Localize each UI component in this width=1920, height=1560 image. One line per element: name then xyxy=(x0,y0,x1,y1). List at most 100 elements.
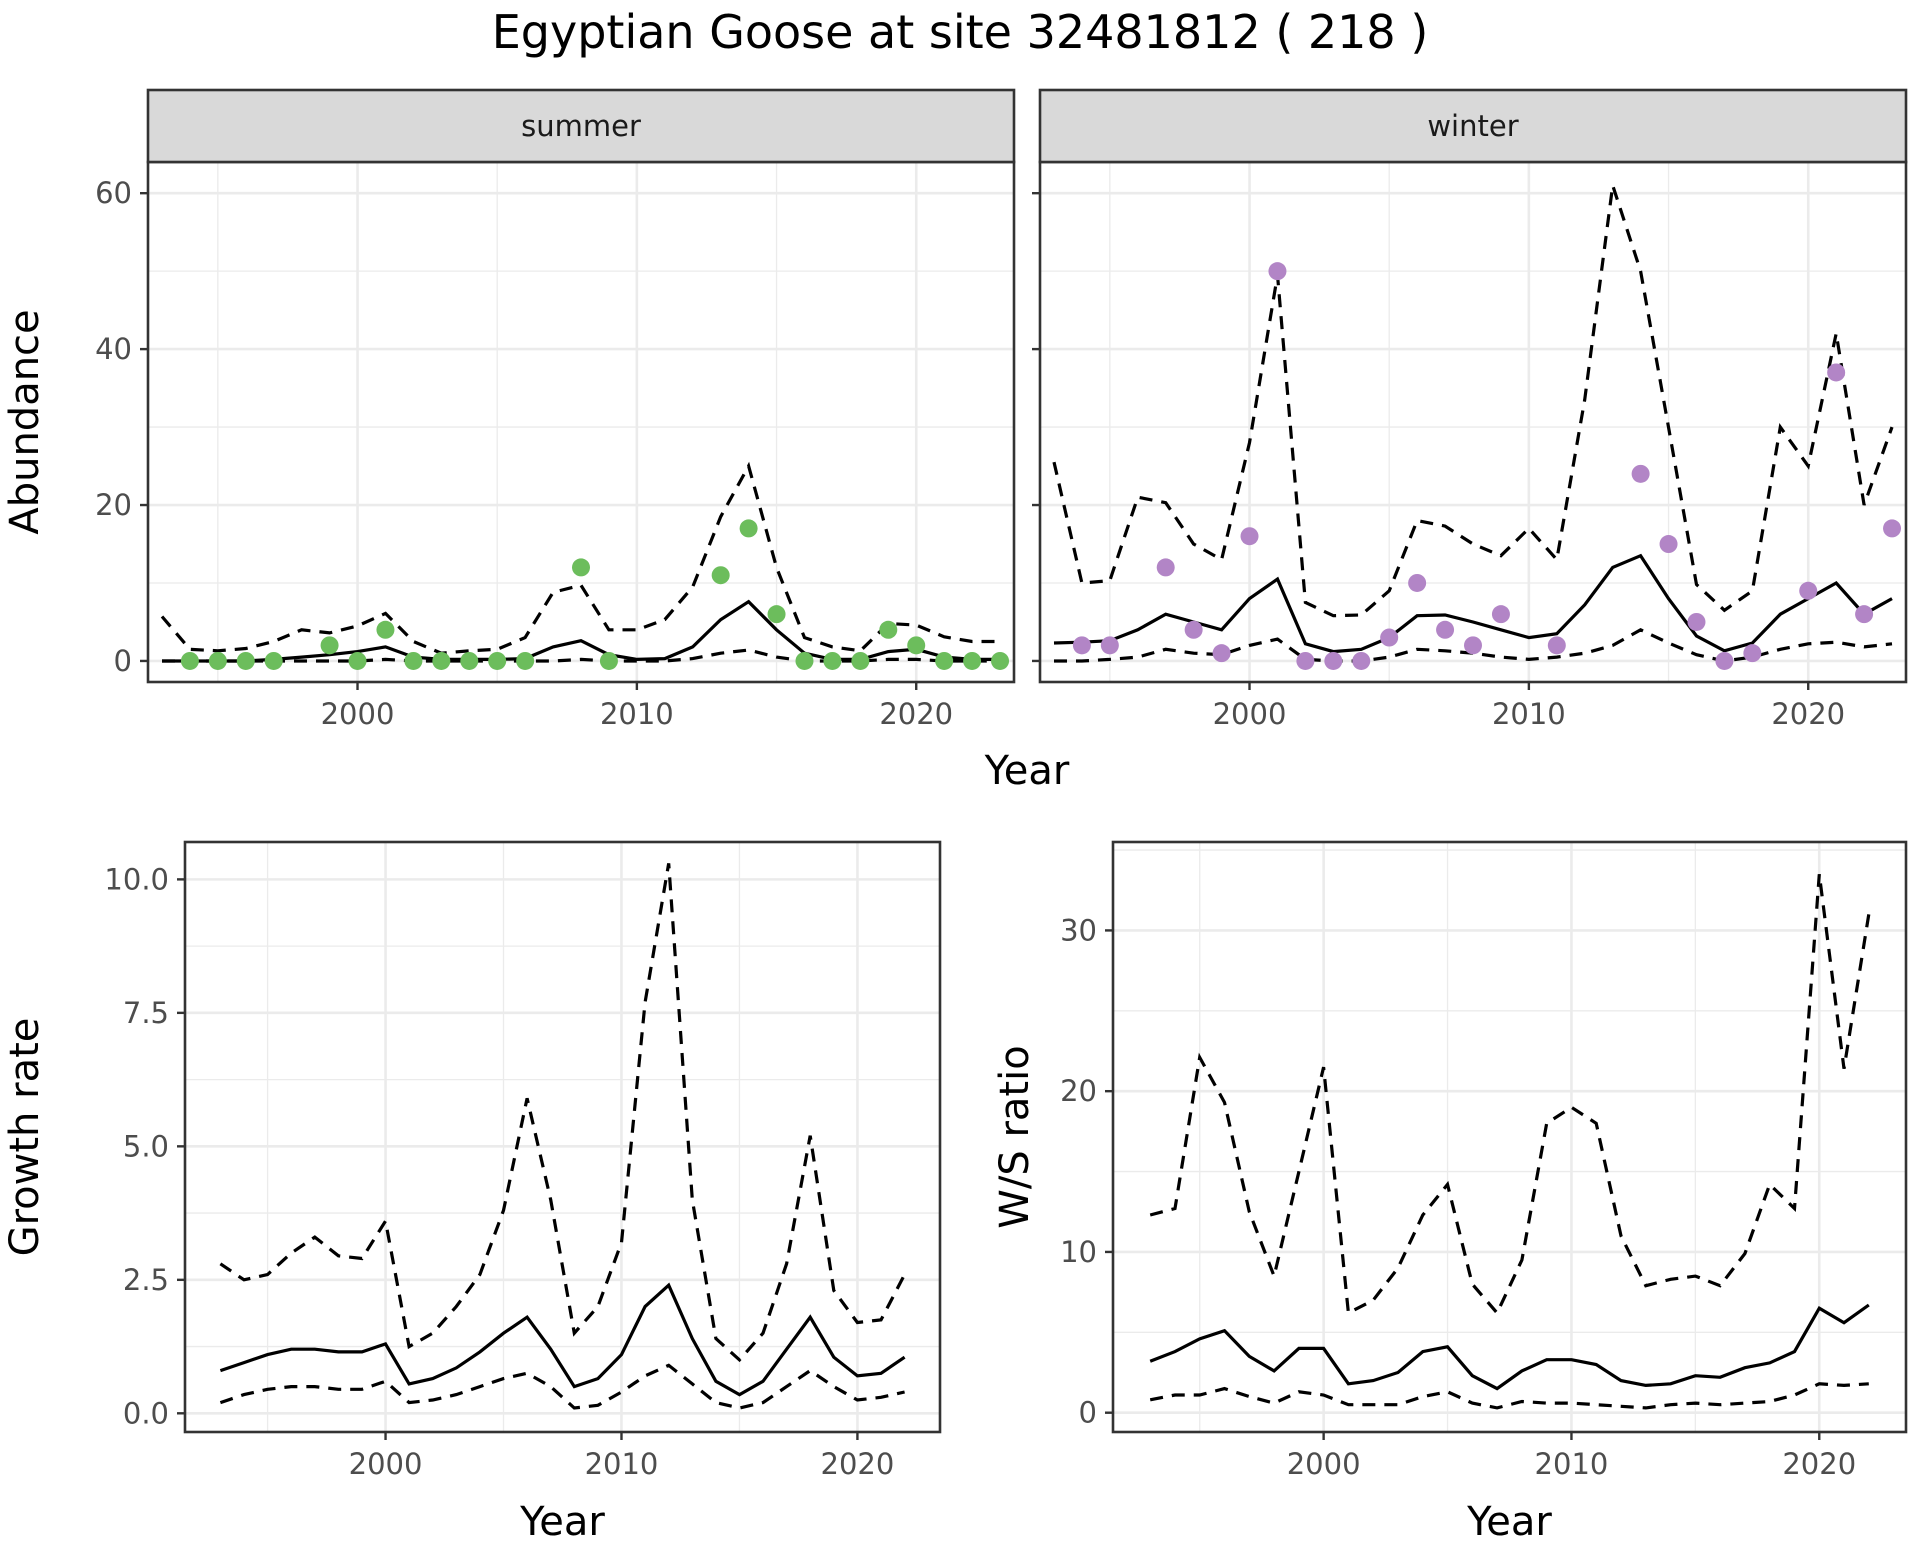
observed-point xyxy=(1380,628,1399,647)
observed-point xyxy=(739,519,758,538)
observed-point xyxy=(963,651,982,670)
x-tick-label: 2020 xyxy=(1782,1447,1856,1481)
x-tick-label: 2010 xyxy=(1492,697,1566,731)
lower-bound-line xyxy=(162,648,1000,663)
observed-point xyxy=(1212,644,1231,663)
y-tick-label: 5.0 xyxy=(123,1129,169,1163)
y-tick-label: 30 xyxy=(1060,913,1097,947)
y-axis-title: Growth rate xyxy=(2,1018,48,1257)
observed-point xyxy=(1240,527,1259,546)
observed-point xyxy=(488,651,507,670)
y-axis-title: W/S ratio xyxy=(992,1045,1038,1228)
observed-point xyxy=(264,651,283,670)
observed-point xyxy=(1072,636,1091,655)
panel-growth xyxy=(177,840,942,1440)
upper-bound-line xyxy=(160,461,1000,655)
x-tick-label: 2000 xyxy=(1287,1447,1361,1481)
estimate-line xyxy=(1149,1303,1870,1391)
x-axis-title: Year xyxy=(1466,1499,1552,1545)
observed-point xyxy=(991,651,1010,670)
y-tick-label: 20 xyxy=(1060,1074,1097,1108)
observed-point xyxy=(1687,612,1706,631)
x-tick-label: 2010 xyxy=(585,1447,659,1481)
observed-point xyxy=(1296,651,1315,670)
observed-point xyxy=(599,651,618,670)
observed-point xyxy=(1659,535,1678,554)
observed-point xyxy=(572,558,590,577)
panel-summer xyxy=(140,88,1016,690)
observed-point xyxy=(1855,605,1874,624)
observed-point xyxy=(1324,651,1343,670)
panel-winter xyxy=(1032,88,1908,690)
x-tick-label: 2010 xyxy=(1535,1447,1609,1481)
upper-bound-line xyxy=(219,863,907,1363)
x-axis-title: Year xyxy=(519,1499,605,1545)
figure-title: Egyptian Goose at site 32481812 ( 218 ) xyxy=(492,5,1429,59)
observed-point xyxy=(711,566,730,585)
observed-point xyxy=(907,636,926,655)
observed-point xyxy=(1631,464,1650,483)
y-tick-label: 2.5 xyxy=(123,1263,169,1297)
observed-point xyxy=(1464,636,1482,655)
strip-label: summer xyxy=(521,109,641,143)
observed-point xyxy=(1743,644,1762,663)
observed-point xyxy=(1883,519,1902,538)
observed-point xyxy=(404,651,423,670)
observed-point xyxy=(1156,558,1175,577)
observed-point xyxy=(823,651,842,670)
y-tick-label: 10 xyxy=(1060,1235,1097,1269)
observed-point xyxy=(1352,651,1371,670)
y-tick-label: 0.0 xyxy=(123,1396,169,1430)
x-tick-label: 2020 xyxy=(1771,697,1845,731)
observed-point xyxy=(1268,262,1287,281)
estimate-line xyxy=(219,1282,906,1397)
y-tick-label: 0 xyxy=(1079,1396,1097,1430)
observed-point xyxy=(1827,363,1846,382)
x-tick-label: 2020 xyxy=(879,697,953,731)
y-tick-label: 0 xyxy=(114,644,132,678)
observed-point xyxy=(1100,636,1119,655)
observed-point xyxy=(460,651,479,670)
x-tick-label: 2000 xyxy=(349,1447,423,1481)
observed-point xyxy=(208,651,227,670)
observed-point xyxy=(348,651,367,670)
panel-border xyxy=(183,840,942,1434)
observed-point xyxy=(851,651,870,670)
strip-summer xyxy=(146,88,1016,164)
upper-bound-line xyxy=(1052,184,1894,618)
x-tick-label: 2000 xyxy=(1213,697,1287,731)
observed-point xyxy=(1408,573,1427,592)
upper-bound-line xyxy=(1149,873,1871,1316)
observed-point xyxy=(1184,620,1203,639)
observed-point xyxy=(935,651,954,670)
observed-point xyxy=(795,651,814,670)
y-tick-label: 20 xyxy=(95,488,132,522)
x-tick-label: 2020 xyxy=(821,1447,895,1481)
observed-point xyxy=(1547,636,1566,655)
strip-winter xyxy=(1038,88,1908,164)
x-axis-title-top: Year xyxy=(984,748,1070,794)
y-tick-label: 40 xyxy=(95,332,132,366)
panel-ws-ratio xyxy=(1105,840,1908,1440)
observed-point xyxy=(767,605,786,624)
y-tick-label: 10.0 xyxy=(104,862,169,896)
x-tick-label: 2010 xyxy=(600,697,674,731)
observed-point xyxy=(1436,620,1455,639)
observed-point xyxy=(1491,605,1510,624)
y-tick-label: 7.5 xyxy=(123,996,169,1030)
observed-point xyxy=(1799,581,1818,600)
strip-label: winter xyxy=(1427,109,1518,143)
observed-point xyxy=(180,651,199,670)
panel-border xyxy=(1111,840,1908,1434)
observed-point xyxy=(320,636,339,655)
x-tick-label: 2000 xyxy=(321,697,395,731)
observed-point xyxy=(376,620,395,639)
observed-point xyxy=(1715,651,1734,670)
lower-bound-line xyxy=(219,1363,905,1410)
y-tick-label: 60 xyxy=(95,176,132,210)
observed-point xyxy=(879,620,898,639)
observed-point xyxy=(236,651,255,670)
y-axis-title: Abundance xyxy=(2,309,48,534)
